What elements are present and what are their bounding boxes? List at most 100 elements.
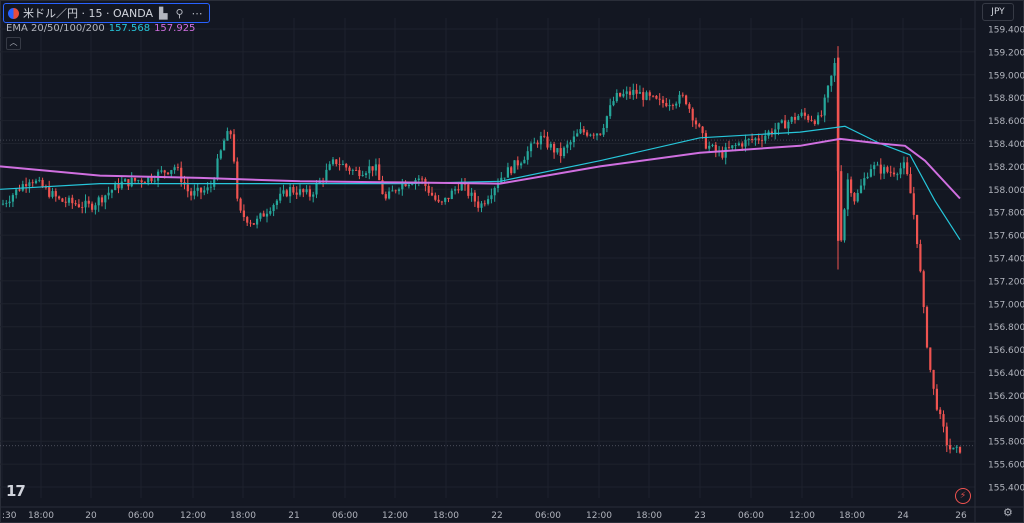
candle-body: [846, 179, 849, 210]
candle-body: [41, 179, 44, 187]
candle-body: [760, 140, 764, 142]
flag-icon: [8, 7, 19, 19]
candle-body: [440, 201, 443, 203]
candle-body: [289, 187, 292, 197]
candle-body: [44, 186, 47, 188]
candle-body: [124, 179, 127, 182]
candle-body: [127, 179, 130, 187]
candle-body: [140, 180, 143, 183]
candle-body: [932, 369, 935, 389]
x-tick-label: 06:00: [128, 511, 154, 521]
y-tick-label: 156.200: [988, 392, 1024, 402]
candle-body: [694, 120, 698, 125]
candle-body: [170, 170, 173, 174]
y-tick-label: 156.800: [988, 323, 1024, 333]
y-tick-label: 159.400: [988, 26, 1024, 36]
candle-body: [553, 143, 556, 153]
candle-body: [1, 203, 5, 205]
candle-body: [302, 189, 305, 193]
candle-body: [378, 164, 381, 181]
candle-body: [909, 174, 912, 194]
candle-body: [180, 167, 183, 183]
y-tick-label: 157.400: [988, 255, 1024, 265]
candle-body: [906, 162, 909, 175]
ema-legend[interactable]: EMA 20/50/100/200 157.568 157.925: [6, 23, 195, 34]
candle-body: [754, 138, 757, 140]
candle-body: [199, 187, 203, 193]
collapse-legend-button[interactable]: ︿: [6, 37, 21, 50]
market-status-icon[interactable]: ▙: [159, 6, 168, 20]
candle-body: [223, 140, 226, 151]
candle-body: [949, 445, 952, 450]
candle-body: [100, 197, 104, 203]
currency-selector[interactable]: JPY: [982, 3, 1014, 21]
candle-body: [516, 160, 519, 166]
candle-body: [51, 191, 54, 197]
candle-body: [312, 194, 315, 197]
candle-body: [619, 92, 622, 97]
x-tick-label: 18:00: [28, 511, 54, 521]
candle-body: [546, 136, 549, 148]
candle-body: [427, 185, 430, 193]
candle-body: [249, 222, 252, 224]
candle-body: [209, 186, 212, 188]
y-tick-label: 157.600: [988, 232, 1024, 242]
candle-body: [338, 164, 341, 165]
y-tick-label: 157.200: [988, 277, 1024, 287]
candle-body: [655, 95, 658, 99]
candle-body: [444, 197, 447, 202]
candle-body: [813, 120, 816, 124]
x-tick-label: 12:00: [586, 511, 612, 521]
candle-body: [470, 192, 473, 196]
candle-body: [704, 133, 707, 149]
candle-body: [358, 170, 361, 177]
candle-body: [351, 170, 354, 171]
candle-body: [572, 136, 575, 143]
y-tick-label: 158.400: [988, 140, 1024, 150]
candle-body: [744, 139, 747, 147]
candle-body: [239, 198, 242, 211]
candle-body: [480, 203, 483, 208]
candle-body: [840, 171, 843, 241]
candle-body: [364, 173, 368, 176]
candle-body: [734, 145, 737, 146]
x-tick-label: 06:00: [738, 511, 764, 521]
candle-body: [28, 182, 31, 187]
candle-body: [566, 144, 569, 148]
candle-body: [912, 193, 915, 215]
candle-body: [671, 105, 674, 106]
candle-body: [190, 191, 193, 196]
ema-line: [0, 137, 961, 200]
candle-body: [533, 142, 536, 144]
candle-body: [246, 217, 249, 223]
y-tick-label: 156.400: [988, 369, 1024, 379]
y-tick-label: 155.400: [988, 484, 1024, 494]
candle-body: [496, 183, 500, 189]
candle-body: [430, 192, 434, 196]
lightning-icon[interactable]: ⚡: [955, 488, 971, 504]
candle-body: [38, 179, 41, 181]
x-tick-label: :30: [2, 511, 17, 521]
candle-body: [648, 92, 651, 96]
candle-body: [559, 148, 562, 157]
candle-body: [315, 183, 318, 195]
candle-body: [434, 195, 437, 200]
candle-body: [721, 151, 724, 158]
candle-body: [751, 139, 754, 140]
candle-body: [770, 131, 773, 135]
symbol-legend[interactable]: 米ドル／円 · 15 · OANDA ▙ ⚲ ⋯: [3, 3, 210, 23]
candle-body: [262, 213, 265, 217]
candle-body: [219, 150, 222, 159]
y-tick-label: 158.000: [988, 186, 1024, 196]
candle-body: [331, 159, 335, 165]
candle-body: [595, 133, 599, 136]
candle-body: [460, 183, 463, 191]
link-icon[interactable]: ⚲: [175, 6, 184, 20]
more-icon[interactable]: ⋯: [191, 6, 203, 20]
candle-body: [490, 195, 493, 200]
gear-icon[interactable]: ⚙: [1003, 506, 1013, 519]
x-tick-label: 24: [897, 511, 909, 521]
x-tick-label: 22: [491, 511, 502, 521]
candle-body: [120, 181, 123, 189]
